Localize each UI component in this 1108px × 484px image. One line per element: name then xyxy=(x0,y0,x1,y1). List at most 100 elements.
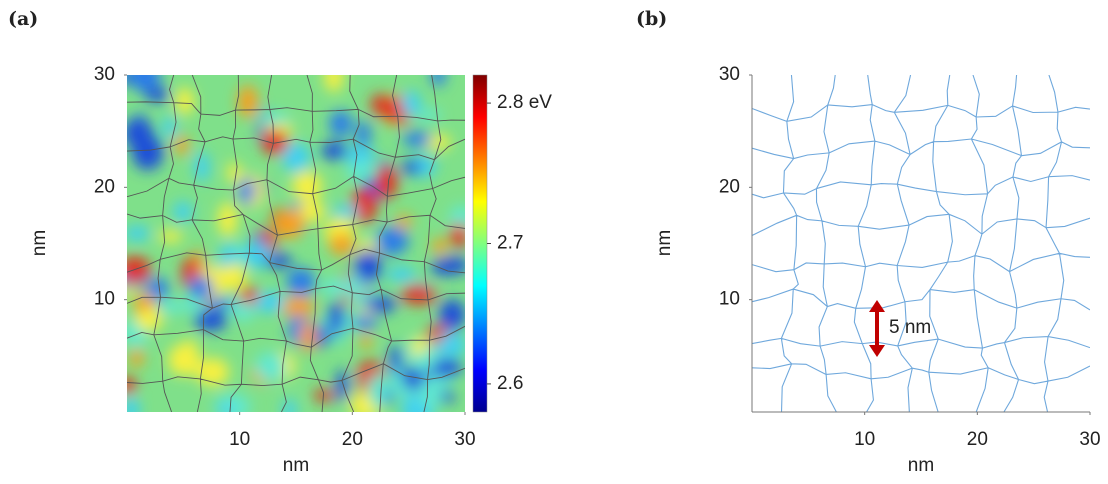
annotation: 5 nm xyxy=(889,317,931,338)
heatmap-blob xyxy=(281,142,311,173)
heatmap-blob xyxy=(332,204,360,218)
heatmap-blob xyxy=(438,299,465,331)
heatmap-blob xyxy=(237,85,259,119)
x-tick-label: 10 xyxy=(229,429,250,450)
heatmap-blob xyxy=(221,263,247,291)
y-tick-label: 20 xyxy=(94,176,115,197)
heatmap-blob xyxy=(342,146,376,165)
heatmap-blob xyxy=(280,296,315,318)
grain-boundaries xyxy=(127,75,465,412)
heatmap-blob xyxy=(417,108,442,121)
heatmap-blob xyxy=(438,332,465,358)
heatmap-blob xyxy=(128,75,161,92)
heatmap-blob xyxy=(227,162,242,184)
heatmap-blob xyxy=(292,170,323,202)
heatmap-blob xyxy=(127,396,140,412)
arrow-head xyxy=(869,300,885,312)
heatmap-blob xyxy=(430,259,458,276)
heatmap-blob xyxy=(418,377,443,410)
heatmap-blob xyxy=(154,300,188,314)
heatmap-blob xyxy=(127,225,150,242)
heatmap-blob xyxy=(440,389,455,404)
heatmap-blob xyxy=(364,296,397,313)
heatmap-blob xyxy=(375,226,409,256)
heatmap-blob xyxy=(298,200,325,223)
heatmap-blob xyxy=(389,345,403,364)
heatmap-blob xyxy=(162,115,177,139)
heatmap-blob xyxy=(324,75,344,93)
heatmap-blob xyxy=(329,233,355,257)
panel-label: (a) xyxy=(8,8,38,30)
heatmap-blob xyxy=(432,237,448,255)
x-tick-label: 20 xyxy=(967,429,988,450)
x-tick-label: 30 xyxy=(1079,429,1100,450)
heatmap-blob xyxy=(356,120,371,148)
heatmap-blob xyxy=(158,230,183,243)
heatmap-blob xyxy=(208,296,232,309)
heatmap-blob xyxy=(127,376,137,394)
heatmap-blob xyxy=(329,110,353,137)
heatmap-blob xyxy=(401,90,421,118)
heatmap-blob xyxy=(328,301,344,335)
x-axis-label: nm xyxy=(283,455,309,476)
y-axis-label: nm xyxy=(654,230,675,256)
heatmap-blob xyxy=(218,403,232,412)
heatmap-blob xyxy=(258,112,291,126)
panel-label: (b) xyxy=(636,8,667,30)
heatmap-blob xyxy=(351,315,378,330)
heatmap-blob xyxy=(218,202,238,237)
heatmap-blob xyxy=(360,334,373,349)
y-tick-label: 30 xyxy=(94,64,115,85)
heatmap-blob xyxy=(179,339,200,376)
heatmap-blob xyxy=(196,357,230,387)
heatmap-blob xyxy=(401,159,421,175)
heatmap-blob xyxy=(127,256,151,284)
heatmap-blob xyxy=(282,398,297,412)
x-axis-label: nm xyxy=(908,455,934,476)
plot-area xyxy=(127,75,465,412)
heatmap-blob xyxy=(370,93,390,116)
heatmap-blob xyxy=(430,75,446,87)
plot-area xyxy=(752,75,1090,412)
heatmap-blob xyxy=(274,208,305,239)
heatmap-blob xyxy=(240,286,259,305)
heatmap-blob xyxy=(402,131,432,147)
heatmap-blob xyxy=(413,352,435,373)
heatmap-blob xyxy=(127,118,154,149)
heatmap-blob xyxy=(368,373,386,409)
heatmap-blob xyxy=(321,141,348,160)
heatmap-blob xyxy=(173,201,193,223)
y-axis-label: nm xyxy=(29,230,50,256)
heatmap-blob xyxy=(395,214,413,229)
colorbar-tick-label: 2.8 eV xyxy=(497,92,552,113)
heatmap-blob xyxy=(187,276,214,299)
heatmap-blob xyxy=(238,177,256,205)
x-tick-label: 30 xyxy=(454,429,475,450)
y-tick-label: 10 xyxy=(94,289,115,310)
grain-boundaries xyxy=(752,75,1090,412)
heatmap-texture xyxy=(127,75,465,412)
heatmap-blob xyxy=(400,285,437,305)
colorbar-tick-label: 2.7 xyxy=(497,233,523,254)
y-tick-label: 10 xyxy=(719,289,740,310)
y-tick-label: 30 xyxy=(719,64,740,85)
heatmap-blob xyxy=(147,277,169,301)
heatmap-blob xyxy=(135,308,163,332)
heatmap-blob xyxy=(336,368,349,403)
heatmap-blob xyxy=(194,151,210,182)
x-tick-label: 20 xyxy=(342,429,363,450)
heatmap-blob xyxy=(375,165,398,200)
heatmap-blob xyxy=(194,309,228,332)
x-tick-label: 10 xyxy=(854,429,875,450)
heatmap-blob xyxy=(144,87,170,103)
heatmap-blob xyxy=(450,223,465,248)
heatmap-blob xyxy=(129,349,144,368)
heatmap-blob xyxy=(174,135,190,156)
heatmap-blob xyxy=(175,87,194,116)
heatmap-blob xyxy=(255,352,287,382)
y-tick-label: 20 xyxy=(719,176,740,197)
colorbar xyxy=(472,74,488,413)
arrow-head xyxy=(869,345,885,357)
heatmap-blob xyxy=(386,266,417,282)
